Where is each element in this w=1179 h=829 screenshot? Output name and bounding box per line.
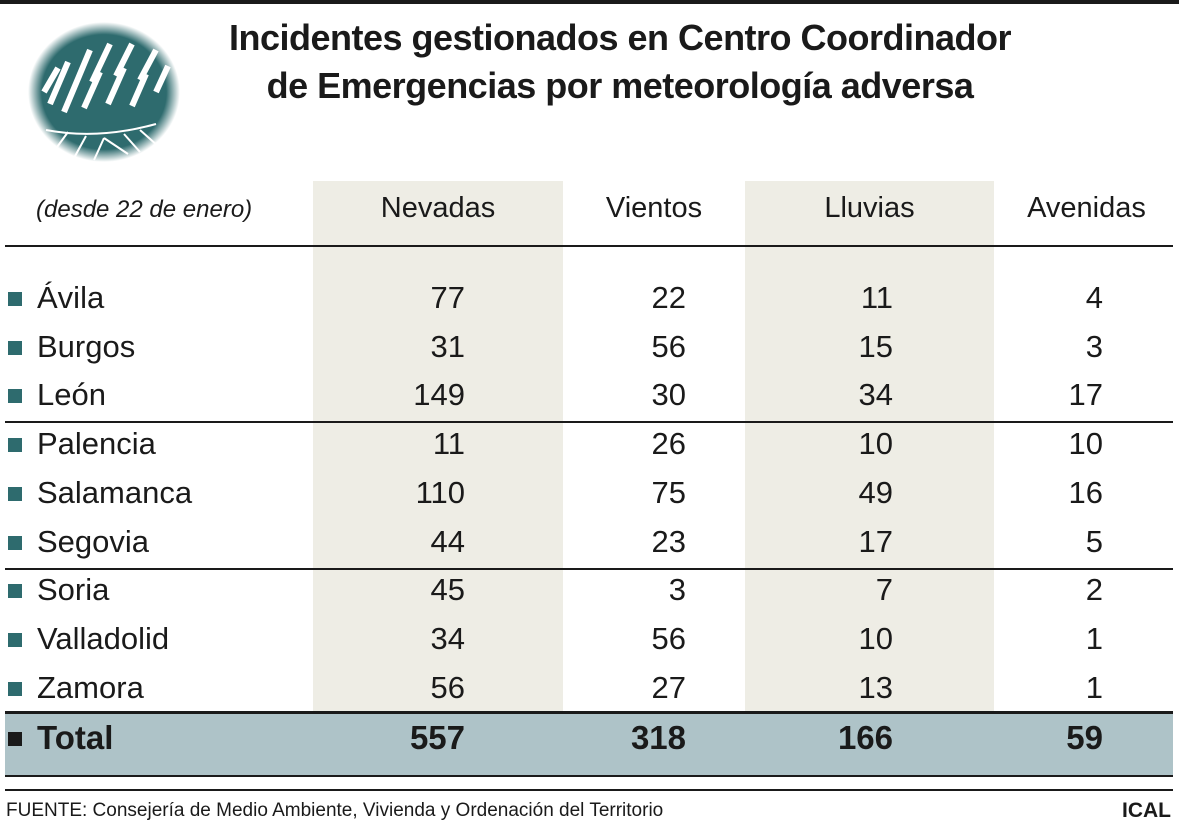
- cell-lluvias: 34: [858, 377, 893, 413]
- row-label: León: [37, 377, 106, 413]
- cell-nevadas: 31: [430, 328, 465, 364]
- square-bullet-icon: [8, 340, 22, 355]
- row-label: Valladolid: [37, 620, 170, 656]
- square-bullet-icon: [8, 389, 22, 404]
- cell-lluvias: 13: [858, 669, 893, 705]
- column-shade-nevadas: [313, 181, 563, 712]
- chart-title: Incidentes gestionados en Centro Coordin…: [180, 14, 1060, 110]
- cell-nevadas: 44: [430, 523, 465, 559]
- cell-vientos: 75: [651, 474, 686, 510]
- group-divider: [5, 421, 1173, 423]
- brand-label: ICAL: [1122, 799, 1171, 822]
- column-header: Vientos: [605, 192, 703, 224]
- title-line-2: de Emergencias por meteorología adversa: [266, 65, 974, 106]
- table-row: Burgos 31 56 15 3: [0, 323, 1179, 371]
- row-label: Burgos: [37, 328, 136, 364]
- cell-lluvias: 49: [858, 474, 893, 510]
- cell-avenidas: 17: [1068, 377, 1103, 413]
- cell-lluvias: 10: [858, 620, 893, 656]
- row-label: Palencia: [37, 426, 156, 462]
- footer-rule: [5, 789, 1173, 791]
- table-row: Zamora 56 27 13 1: [0, 664, 1179, 712]
- cell-vientos: 3: [668, 572, 686, 608]
- square-bullet-icon: [8, 632, 22, 647]
- row-label: Segovia: [37, 523, 150, 559]
- header-rule: [5, 245, 1173, 247]
- table-note: (desde 22 de enero): [36, 196, 253, 223]
- table-row: Palencia 11 26 10 10: [0, 420, 1179, 468]
- cell-avenidas: 59: [1066, 719, 1103, 756]
- total-bottom-rule: [5, 775, 1173, 777]
- source-note: FUENTE: Consejería de Medio Ambiente, Vi…: [6, 800, 664, 821]
- cell-vientos: 27: [651, 669, 686, 705]
- square-bullet-icon: [8, 438, 22, 453]
- total-top-rule: [5, 711, 1173, 714]
- cell-lluvias: 11: [860, 280, 893, 315]
- table-row: Segovia 44 23 17 5: [0, 518, 1179, 566]
- cell-vientos: 26: [651, 426, 686, 462]
- cell-vientos: 318: [630, 719, 686, 756]
- top-rule: [0, 0, 1179, 4]
- cell-nevadas: 149: [413, 377, 465, 413]
- cell-avenidas: 1: [1085, 620, 1103, 656]
- cell-nevadas: 34: [430, 620, 465, 656]
- row-label: Soria: [37, 572, 110, 608]
- square-bullet-icon: [8, 535, 22, 550]
- cell-avenidas: 5: [1085, 523, 1103, 559]
- cell-avenidas: 3: [1085, 328, 1103, 364]
- cell-lluvias: 17: [858, 523, 893, 559]
- square-bullet-icon: [8, 732, 22, 746]
- square-bullet-icon: [8, 486, 22, 501]
- cell-avenidas: 16: [1068, 474, 1103, 510]
- cell-vientos: 56: [651, 328, 686, 364]
- cell-vientos: 22: [651, 280, 686, 315]
- table-row: Valladolid 34 56 10 1: [0, 615, 1179, 663]
- total-row: Total 557 318 166 59: [0, 714, 1179, 762]
- column-shade-lluvias: [745, 181, 994, 712]
- cell-avenidas: 2: [1085, 572, 1103, 608]
- cell-vientos: 56: [651, 620, 686, 656]
- row-label: Ávila: [37, 280, 105, 315]
- square-bullet-icon: [8, 292, 22, 306]
- cell-nevadas: 56: [430, 669, 465, 705]
- cell-lluvias: 15: [858, 328, 893, 364]
- row-label: Total: [37, 719, 114, 756]
- cell-avenidas: 4: [1085, 280, 1103, 315]
- column-header: Lluvias: [824, 192, 915, 224]
- cell-vientos: 30: [651, 377, 686, 413]
- cell-lluvias: 7: [875, 572, 893, 608]
- group-divider: [5, 568, 1173, 570]
- cell-nevadas: 11: [432, 426, 465, 462]
- row-label: Salamanca: [37, 474, 193, 510]
- cell-vientos: 23: [651, 523, 686, 559]
- table-row: Soria 45 3 7 2: [0, 566, 1179, 614]
- row-label: Zamora: [37, 669, 144, 705]
- cell-nevadas: 45: [430, 572, 465, 608]
- table-row: León 149 30 34 17: [0, 371, 1179, 419]
- weather-logo-icon: [28, 22, 180, 162]
- square-bullet-icon: [8, 681, 22, 696]
- cell-avenidas: 1: [1085, 669, 1103, 705]
- cell-nevadas: 557: [409, 719, 465, 756]
- title-line-1: Incidentes gestionados en Centro Coordin…: [228, 17, 1012, 58]
- table-row: Ávila 77 22 11 4: [0, 274, 1179, 322]
- column-header: Avenidas: [1027, 192, 1146, 224]
- square-bullet-icon: [8, 584, 22, 599]
- table-row: Salamanca 110 75 49 16: [0, 469, 1179, 517]
- cell-lluvias: 10: [858, 426, 893, 462]
- cell-avenidas: 10: [1068, 426, 1103, 462]
- total-band: [5, 713, 1173, 775]
- cell-nevadas: 77: [430, 280, 465, 315]
- cell-lluvias: 166: [837, 719, 893, 756]
- cell-nevadas: 110: [415, 474, 465, 510]
- column-header: Nevadas: [380, 192, 496, 224]
